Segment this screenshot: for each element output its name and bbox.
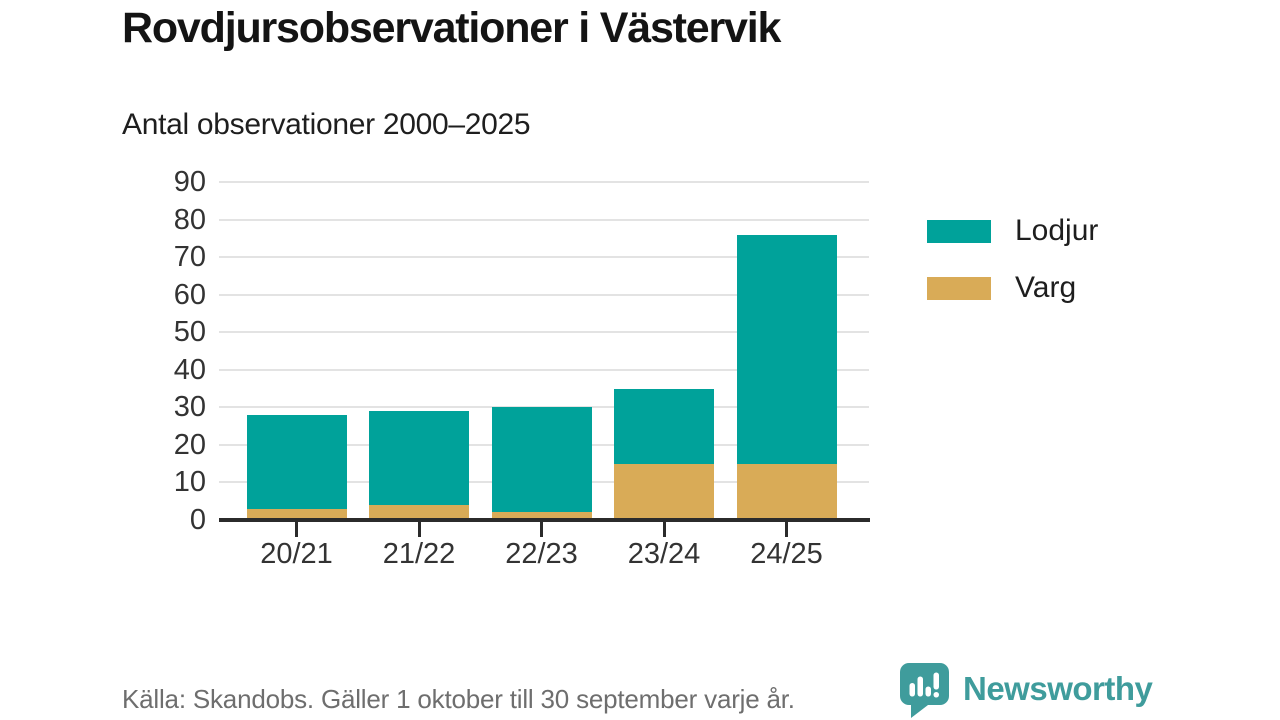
x-axis-tick-label-22-23: 22/23 xyxy=(505,538,578,570)
bar-segment-varg-24-25 xyxy=(736,463,837,520)
gridline-y-50 xyxy=(219,331,869,334)
y-axis-tick-label-70: 70 xyxy=(173,241,206,274)
bar-segment-varg-23-24 xyxy=(614,463,714,520)
bar-segment-lodjur-22-23 xyxy=(491,407,592,513)
y-axis-tick-label-60: 60 xyxy=(173,278,206,311)
source-note: Källa: Skandobs. Gäller 1 oktober till 3… xyxy=(122,684,795,714)
bar-segment-lodjur-21-22 xyxy=(369,411,469,505)
newsworthy-logo-icon xyxy=(900,663,949,718)
x-axis-tick-label-20-21: 20/21 xyxy=(260,538,333,570)
bar-segment-lodjur-24-25 xyxy=(736,234,837,464)
x-axis-tick xyxy=(662,522,666,537)
legend: Lodjur Varg xyxy=(927,214,1098,328)
x-axis-tick xyxy=(540,522,543,537)
legend-item-lodjur: Lodjur xyxy=(927,214,1098,248)
y-axis-tick-label-90: 90 xyxy=(173,166,206,198)
gridline-y-70 xyxy=(219,256,869,259)
y-axis-tick-label-0: 0 xyxy=(189,504,206,536)
gridline-y-90 xyxy=(219,181,869,183)
y-axis-tick-label-40: 40 xyxy=(173,353,206,386)
legend-swatch-varg xyxy=(927,276,991,300)
bar-segment-lodjur-20-21 xyxy=(246,414,347,509)
newsworthy-brand: Newsworthy xyxy=(899,662,1153,719)
x-axis-tick xyxy=(295,522,298,537)
legend-item-varg: Varg xyxy=(927,271,1098,305)
x-axis-tick xyxy=(417,522,421,537)
y-axis-tick-label-80: 80 xyxy=(173,203,206,236)
legend-label-lodjur: Lodjur xyxy=(1015,214,1099,247)
y-axis-tick-label-10: 10 xyxy=(173,466,206,499)
bar-segment-varg-20-21 xyxy=(246,508,347,520)
legend-swatch-lodjur xyxy=(927,219,991,243)
brand-wordmark: Newsworthy xyxy=(963,670,1153,707)
y-axis-tick-label-20: 20 xyxy=(173,428,206,461)
legend-label-varg: Varg xyxy=(1015,271,1077,304)
x-axis-tick-label-23-24: 23/24 xyxy=(627,538,701,570)
bar-segment-varg-21-22 xyxy=(369,504,469,520)
bar-segment-varg-22-23 xyxy=(491,512,592,520)
bar-segment-lodjur-23-24 xyxy=(614,388,714,464)
x-axis-tick-label-24-25: 24/25 xyxy=(750,538,823,570)
x-axis-tick xyxy=(785,522,788,537)
gridline-y-40 xyxy=(219,368,869,371)
bar-chart-plot-area: 0 10 20 30 40 50 60 70 80 90 20/21 21/22 22/23 23/24 2… xyxy=(174,166,870,570)
y-axis-tick-label-30: 30 xyxy=(173,391,206,424)
x-axis-tick-label-21-22: 21/22 xyxy=(382,538,456,570)
x-axis-line xyxy=(219,518,870,522)
gridline-y-80 xyxy=(219,218,869,221)
chart-subtitle: Antal observationer 2000–2025 xyxy=(122,108,531,141)
gridline-y-60 xyxy=(219,293,869,296)
y-axis-tick-label-50: 50 xyxy=(173,316,206,349)
page-title: Rovdjursobservationer i Västervik xyxy=(122,4,781,52)
